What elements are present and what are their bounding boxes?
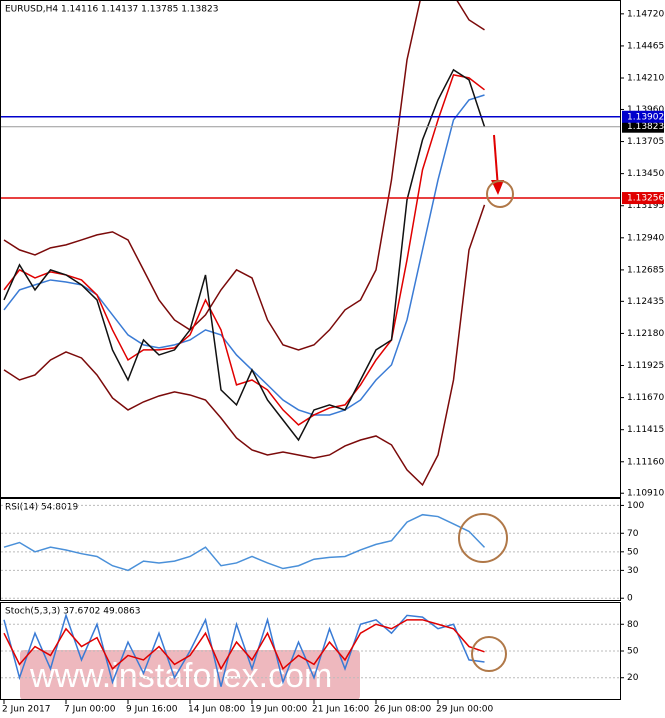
y-tick-label: 1.12940 — [627, 233, 664, 243]
last-price-label: 1.13823 — [627, 122, 664, 132]
circle — [471, 636, 507, 672]
series-line — [3, 204, 486, 487]
y-tick-label: 1.14465 — [627, 41, 664, 51]
y-tick-label: 1.13960 — [627, 105, 664, 115]
arrow-head — [491, 180, 504, 195]
series-line — [3, 74, 485, 426]
level-box — [622, 192, 664, 205]
rsi-frame — [0, 498, 621, 601]
level-box — [622, 110, 664, 123]
y-tick-label: 80 — [627, 620, 639, 630]
y-tick-label: 1.14210 — [627, 74, 664, 84]
level-label: 1.13256 — [627, 194, 664, 204]
stoch-frame — [0, 602, 621, 700]
last-price-box — [622, 120, 664, 133]
y-tick-label: 1.13450 — [627, 169, 664, 179]
series-line — [3, 1, 485, 351]
circle — [486, 180, 514, 208]
x-tick-label: 21 Jun 16:00 — [312, 705, 369, 715]
y-tick-label: 20 — [627, 673, 639, 683]
series-group — [3, 513, 486, 572]
x-tick-label: 14 Jun 08:00 — [188, 705, 245, 715]
y-tick-label: 0 — [627, 594, 633, 604]
watermark: www.instaforex.com — [29, 657, 332, 695]
y-tick-label: 1.14720 — [627, 9, 664, 19]
x-tick-label: 9 Jun 16:00 — [126, 705, 178, 715]
panel-title: Stoch(5,3,3) 37.6702 49.0863 — [5, 607, 140, 617]
series-line — [3, 619, 485, 671]
y-tick-label: 100 — [627, 501, 644, 511]
y-tick-label: 1.12685 — [627, 265, 664, 275]
series-group — [3, 1, 486, 487]
y-tick-label: 50 — [627, 547, 639, 557]
x-tick-label: 19 Jun 00:00 — [250, 705, 307, 715]
series-group — [3, 612, 485, 687]
main-frame — [0, 0, 621, 498]
y-tick-label: 1.11160 — [627, 457, 664, 467]
y-tick-label: 50 — [627, 647, 639, 657]
arrow — [493, 134, 499, 189]
y-tick-label: 1.13195 — [627, 201, 664, 211]
x-tick-label: 2 Jun 2017 — [2, 705, 50, 715]
series-line — [3, 94, 485, 416]
level-label: 1.13902 — [627, 112, 664, 122]
x-tick-label: 29 Jun 00:00 — [436, 705, 493, 715]
y-tick-label: 1.11925 — [627, 361, 664, 371]
x-tick-label: 26 Jun 08:00 — [374, 705, 431, 715]
y-tick-label: 1.11415 — [627, 425, 664, 435]
series-line — [3, 68, 486, 442]
y-tick-label: 1.10910 — [627, 489, 664, 499]
y-tick-label: 1.12435 — [627, 297, 664, 307]
x-tick-label: 7 Jun 00:00 — [64, 705, 116, 715]
series-line — [3, 612, 485, 687]
panel-title: RSI(14) 54.8019 — [5, 503, 78, 513]
y-tick-label: 1.13705 — [627, 137, 664, 147]
circle — [458, 513, 508, 563]
y-tick-label: 30 — [627, 566, 639, 576]
series-line — [3, 513, 486, 572]
y-tick-label: 1.11670 — [627, 393, 664, 403]
y-tick-label: 70 — [627, 529, 639, 539]
panel-title: EURUSD,H4 1.14116 1.14137 1.13785 1.1382… — [5, 5, 218, 15]
y-tick-label: 1.12180 — [627, 329, 664, 339]
watermark-box — [20, 650, 360, 700]
